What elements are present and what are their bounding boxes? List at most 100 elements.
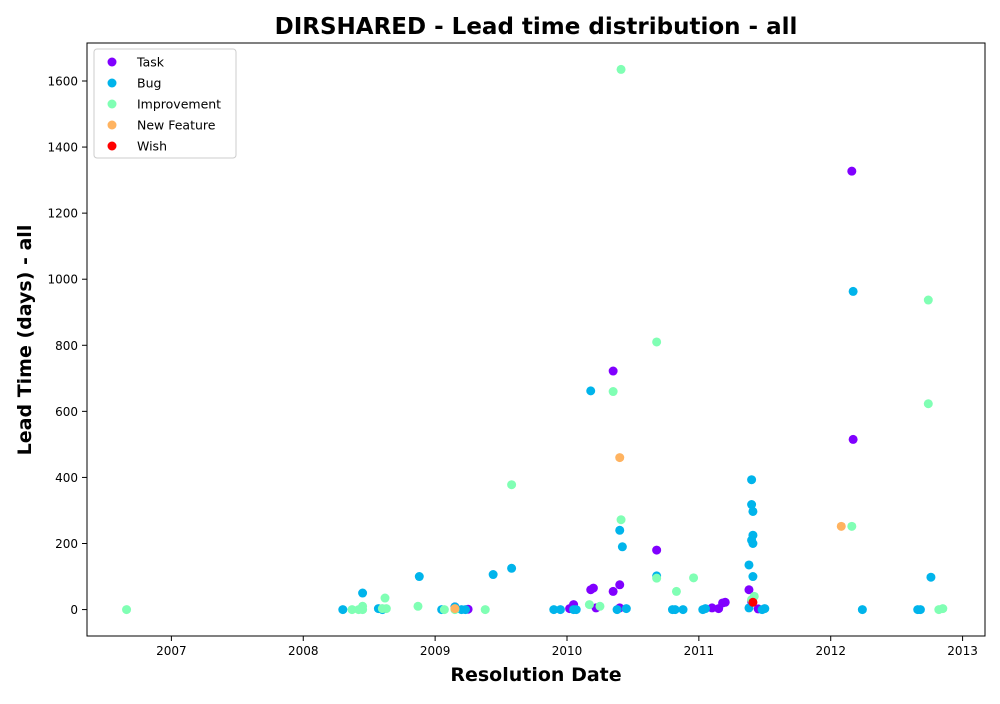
bug-point <box>612 605 622 615</box>
y-tick-label: 0 <box>70 603 78 617</box>
legend-marker-task <box>107 57 117 67</box>
legend-marker-improvement <box>107 99 117 109</box>
y-tick-label: 1200 <box>47 207 78 221</box>
improvement-point <box>358 605 368 615</box>
improvement-point <box>595 601 605 611</box>
bug-point <box>747 500 757 510</box>
legend-box <box>93 48 237 159</box>
bug-point <box>621 604 631 614</box>
bug-point <box>338 605 348 615</box>
task-point <box>707 603 717 613</box>
improvement-point <box>923 295 933 305</box>
task-point <box>847 166 857 176</box>
legend-label-bug: Bug <box>137 76 161 91</box>
x-tick-label: 2010 <box>552 644 583 658</box>
y-tick-label: 1400 <box>47 141 78 155</box>
bug-point <box>747 475 757 485</box>
task-point <box>720 597 730 607</box>
task-point <box>848 434 858 444</box>
y-axis: 0 200 400 600 800 1000 1200 1400 1600 <box>47 74 87 617</box>
bug-point <box>460 605 470 615</box>
scatter-points <box>122 64 948 615</box>
new-feature-point <box>615 453 625 463</box>
y-tick-label: 1000 <box>47 273 78 287</box>
legend-marker-new-feature <box>107 120 117 130</box>
improvement-point <box>380 593 390 603</box>
legend-marker-bug <box>107 78 117 88</box>
bug-point <box>586 386 596 396</box>
bug-point <box>358 588 368 598</box>
improvement-point <box>616 515 626 525</box>
improvement-point <box>923 399 933 409</box>
bug-point <box>748 572 758 582</box>
x-tick-label: 2007 <box>156 644 187 658</box>
improvement-point <box>938 604 948 614</box>
wish-point <box>748 597 758 607</box>
improvement-point <box>122 605 132 615</box>
task-point <box>608 366 618 376</box>
x-tick-label: 2009 <box>420 644 451 658</box>
legend-label-wish: Wish <box>137 139 167 154</box>
bug-point <box>678 605 688 615</box>
bug-point <box>414 572 424 582</box>
improvement-point <box>608 387 618 397</box>
improvement-point <box>480 605 490 615</box>
task-point <box>615 580 625 590</box>
bug-point <box>915 605 925 615</box>
y-axis-label: Lead Time (days) - all <box>14 225 36 456</box>
chart-title: DIRSHARED - Lead time distribution - all <box>275 14 798 40</box>
bug-point <box>848 286 858 296</box>
x-tick-label: 2008 <box>288 644 319 658</box>
bug-point <box>760 604 770 614</box>
bug-point <box>926 572 936 582</box>
bug-point <box>617 542 627 552</box>
improvement-point <box>847 521 857 531</box>
x-tick-label: 2011 <box>684 644 715 658</box>
y-tick-label: 800 <box>55 339 78 353</box>
y-tick-label: 400 <box>55 471 78 485</box>
legend-label-task: Task <box>136 55 165 70</box>
x-axis-label: Resolution Date <box>450 664 621 686</box>
new-feature-point <box>836 521 846 531</box>
legend-label-improvement: Improvement <box>137 97 221 112</box>
axes-frame <box>86 42 986 637</box>
bug-point <box>857 605 867 615</box>
improvement-point <box>689 573 699 583</box>
x-tick-label: 2012 <box>815 644 846 658</box>
bug-point <box>571 605 581 615</box>
legend: Task Bug Improvement New Feature Wish <box>93 48 237 159</box>
bug-point <box>700 604 710 614</box>
task-point <box>608 586 618 596</box>
new-feature-point <box>450 604 460 614</box>
bug-point <box>555 605 565 615</box>
improvement-point <box>584 600 594 610</box>
bug-point <box>670 605 680 615</box>
bug-point <box>744 560 754 570</box>
improvement-point <box>381 604 391 614</box>
bug-point <box>748 506 758 516</box>
bug-point <box>507 563 517 573</box>
improvement-point <box>347 605 357 615</box>
legend-marker-wish <box>107 141 117 151</box>
improvement-point <box>616 64 626 74</box>
bug-point <box>748 538 758 548</box>
x-axis: 2007 2008 2009 2010 2011 2012 2013 <box>156 636 978 658</box>
y-tick-label: 600 <box>55 405 78 419</box>
improvement-point <box>652 337 662 347</box>
task-point <box>744 585 754 595</box>
improvement-point <box>413 601 423 611</box>
legend-label-new-feature: New Feature <box>137 118 216 133</box>
improvement-point <box>439 605 449 615</box>
improvement-point <box>652 573 662 583</box>
improvement-point <box>507 480 517 490</box>
bug-point <box>615 525 625 535</box>
improvement-point <box>671 586 681 596</box>
task-point <box>652 545 662 555</box>
bug-point <box>549 605 559 615</box>
y-tick-label: 200 <box>55 537 78 551</box>
bug-point <box>488 570 498 580</box>
y-tick-label: 1600 <box>47 74 78 88</box>
x-tick-label: 2013 <box>947 644 978 658</box>
